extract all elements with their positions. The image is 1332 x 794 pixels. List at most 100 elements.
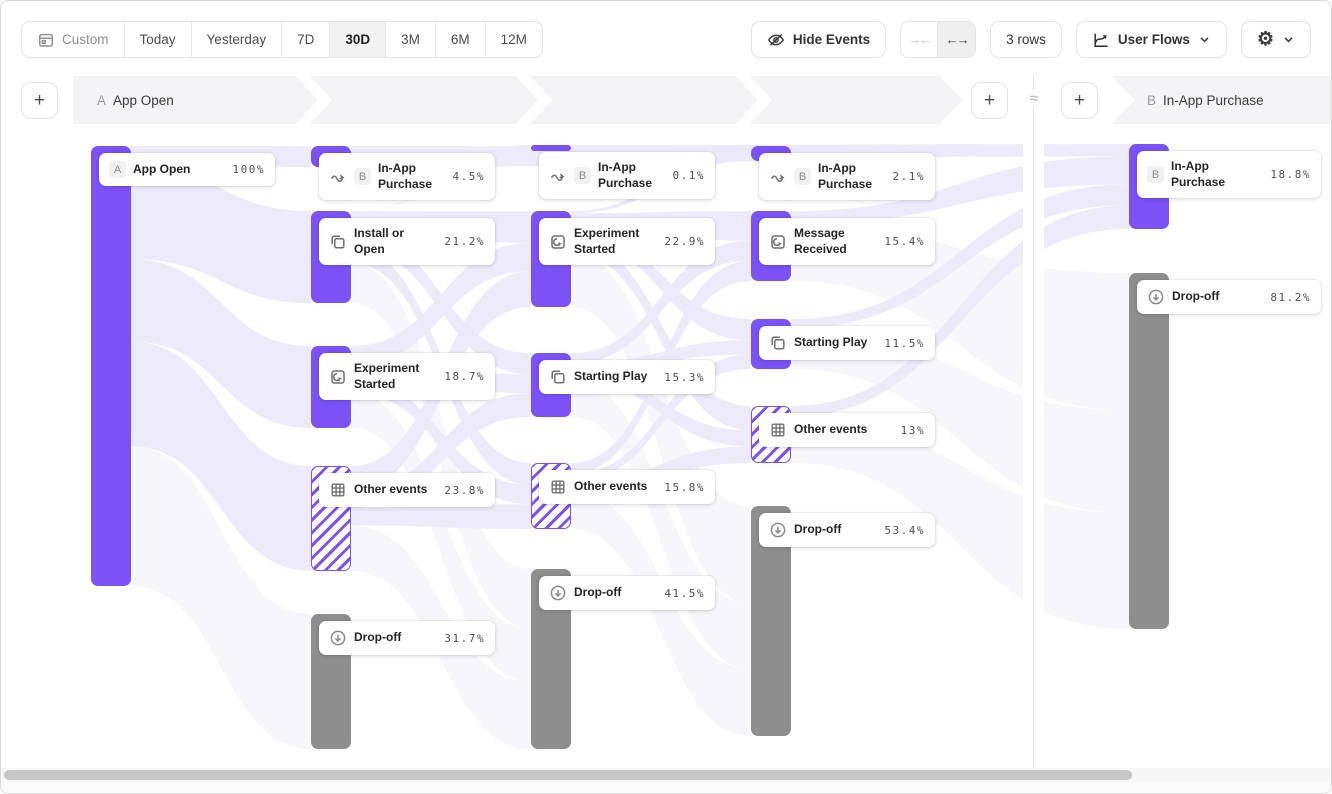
node-percent: 13% (900, 423, 925, 437)
expand-icon: ←→ (945, 32, 970, 47)
approx-icon: ≈ (1022, 90, 1046, 107)
node-percent: 2.1% (892, 170, 925, 184)
hide-events-button[interactable]: Hide Events (750, 21, 887, 58)
horizontal-scrollbar-thumb[interactable] (4, 770, 1132, 780)
flow-node-card-app-open[interactable]: A App Open 100% (99, 153, 275, 186)
date-range-label: Custom (62, 32, 109, 47)
node-label: In-App Purchase (598, 160, 653, 190)
flow-node-card-drop-off[interactable]: Drop-off 31.7% (319, 621, 495, 655)
date-range-picker: Custom Today Yesterday 7D 30D 3M 6M 12M (21, 21, 543, 58)
sankey-bar-drop-off[interactable] (1129, 273, 1169, 629)
view-selector-dropdown[interactable]: User Flows (1075, 21, 1227, 58)
grid-icon (329, 481, 347, 499)
node-percent: 18.8% (1270, 168, 1311, 182)
add-step-button-left[interactable]: + (21, 82, 58, 119)
node-percent: 31.7% (444, 631, 485, 645)
step-a-label[interactable]: A App Open (97, 76, 174, 124)
cursor-box-icon (769, 233, 787, 251)
date-range-custom[interactable]: Custom (22, 22, 125, 57)
chevron-down-icon (1198, 33, 1211, 46)
add-step-button-middle[interactable]: + (971, 82, 1008, 119)
node-label: Experiment Started (574, 226, 640, 256)
node-percent: 4.5% (452, 170, 485, 184)
step-b-letter: B (1147, 92, 1157, 108)
step-a-event: App Open (113, 92, 174, 108)
flow-node-card-other-events[interactable]: Other events 15.8% (539, 470, 715, 504)
wave-arrow-icon (549, 167, 567, 185)
sankey-bar-app-open[interactable] (91, 146, 131, 586)
date-range-7d[interactable]: 7D (282, 22, 331, 57)
rows-button[interactable]: 3 rows (990, 21, 1062, 58)
date-range-30d[interactable]: 30D (330, 22, 387, 57)
wave-arrow-icon (769, 168, 787, 186)
node-label: App Open (133, 161, 191, 176)
flow-node-card-starting-play[interactable]: Starting Play 11.5% (759, 326, 935, 360)
date-range-12m[interactable]: 12M (500, 32, 527, 47)
date-range-3m[interactable]: 3M (386, 22, 436, 57)
arrow-down-circle-icon (769, 521, 787, 539)
overlap-squares-icon (769, 334, 787, 352)
flow-node-card-in-app-purchase[interactable]: B In-App Purchase 4.5% (319, 153, 495, 201)
date-range-today[interactable]: Today (125, 22, 192, 57)
overlap-squares-icon (549, 368, 567, 386)
collapse-columns-button[interactable]: →← (901, 22, 939, 57)
flow-node-card-experiment-started[interactable]: Experiment Started 18.7% (319, 353, 495, 401)
flow-node-card-in-app-purchase[interactable]: B In-App Purchase 18.8% (1137, 151, 1321, 199)
flow-node-card-install-or-open[interactable]: Install or Open 21.2% (319, 218, 495, 266)
bottom-strip (1, 782, 1331, 793)
step-b-label[interactable]: B In-App Purchase (1147, 76, 1264, 124)
steps-divider-line (1033, 76, 1034, 768)
step-badge-b: B (354, 168, 371, 186)
node-percent: 18.7% (444, 370, 485, 384)
view-selector-label: User Flows (1117, 32, 1190, 47)
eye-off-icon (767, 31, 785, 49)
calendar-icon (37, 31, 55, 49)
node-label: In-App Purchase (378, 161, 433, 191)
arrow-down-circle-icon (1147, 288, 1165, 306)
node-percent: 22.9% (664, 235, 705, 249)
flow-node-card-in-app-purchase[interactable]: B In-App Purchase 2.1% (759, 153, 935, 201)
settings-dropdown[interactable]: ⚙ (1240, 21, 1311, 58)
sankey-bar-in-app-purchase[interactable] (531, 145, 571, 151)
node-percent: 81.2% (1270, 290, 1311, 304)
node-percent: 15.8% (664, 480, 705, 494)
step-header-band (73, 76, 1331, 124)
flow-node-card-drop-off[interactable]: Drop-off 53.4% (759, 513, 935, 547)
node-label: Drop-off (574, 585, 622, 600)
flow-node-card-drop-off[interactable]: Drop-off 81.2% (1137, 280, 1321, 314)
arrow-down-circle-icon (329, 629, 347, 647)
horizontal-scrollbar (1, 768, 1331, 782)
step-badge-b: B (794, 168, 811, 186)
node-percent: 11.5% (884, 336, 925, 350)
expand-columns-button[interactable]: ←→ (938, 22, 976, 57)
add-step-button-right[interactable]: + (1061, 82, 1098, 119)
chevron-down-icon (1282, 33, 1295, 46)
wave-arrow-icon (329, 168, 347, 186)
node-label: Other events (354, 482, 428, 497)
flow-node-card-drop-off[interactable]: Drop-off 41.5% (539, 576, 715, 610)
toolbar: Custom Today Yesterday 7D 30D 3M 6M 12M … (1, 1, 1331, 77)
node-percent: 21.2% (444, 235, 485, 249)
node-label: In-App Purchase (818, 161, 873, 191)
flow-chart-icon (1092, 31, 1110, 49)
flow-node-card-experiment-started[interactable]: Experiment Started 22.9% (539, 218, 715, 266)
gear-icon: ⚙ (1256, 29, 1274, 50)
node-percent: 0.1% (672, 169, 705, 183)
date-range-yesterday[interactable]: Yesterday (192, 22, 283, 57)
step-badge-b: B (1147, 166, 1164, 184)
flow-node-card-other-events[interactable]: Other events 13% (759, 413, 935, 447)
step-badge-b: B (574, 167, 591, 185)
node-percent: 100% (232, 163, 265, 176)
toolbar-right: Hide Events →← ←→ 3 rows User Flows ⚙ (750, 21, 1311, 58)
step-badge-a: A (109, 161, 126, 178)
flow-node-card-message-received[interactable]: Message Received 15.4% (759, 218, 935, 266)
node-label: Starting Play (574, 369, 648, 384)
flow-node-card-in-app-purchase[interactable]: B In-App Purchase 0.1% (539, 152, 715, 200)
node-percent: 15.4% (884, 235, 925, 249)
date-range-6m[interactable]: 6M (436, 22, 486, 57)
step-b-event: In-App Purchase (1163, 92, 1264, 108)
cursor-box-icon (549, 233, 567, 251)
flow-node-card-starting-play[interactable]: Starting Play 15.3% (539, 360, 715, 394)
flow-node-card-other-events[interactable]: Other events 23.8% (319, 473, 495, 507)
step-a-letter: A (97, 92, 107, 108)
